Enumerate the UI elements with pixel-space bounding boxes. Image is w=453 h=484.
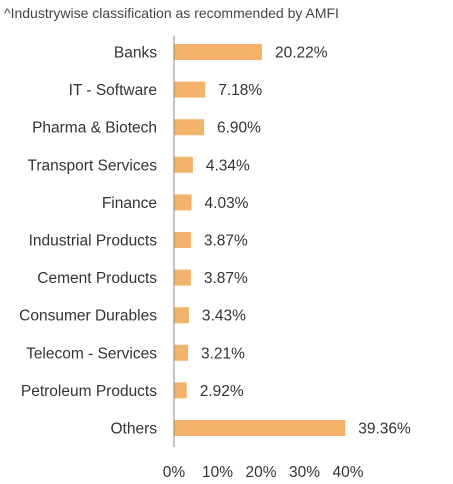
- x-tick-label: 10%: [202, 464, 233, 481]
- category-label: Telecom - Services: [26, 345, 157, 362]
- data-label: 4.34%: [206, 157, 250, 174]
- data-label: 3.21%: [201, 345, 245, 362]
- bar: [174, 232, 191, 248]
- category-label: Industrial Products: [29, 233, 158, 250]
- x-tick-label: 40%: [332, 464, 363, 481]
- bar: [174, 420, 346, 436]
- category-label: Pharma & Biotech: [32, 120, 157, 137]
- bar: [174, 119, 205, 136]
- x-tick-label: 0%: [163, 464, 186, 481]
- bar: [174, 307, 189, 324]
- category-label: Cement Products: [37, 270, 157, 287]
- category-label: Others: [110, 421, 157, 438]
- bar: [174, 382, 187, 399]
- category-label: IT - Software: [69, 82, 157, 99]
- bar: [174, 81, 206, 98]
- bar: [174, 194, 192, 211]
- data-label: 2.92%: [200, 383, 244, 400]
- bar: [174, 156, 193, 173]
- x-tick-label: 30%: [289, 464, 320, 481]
- x-tick-label: 20%: [245, 464, 276, 481]
- chart-footnote: ^Industrywise classification as recommen…: [4, 5, 339, 21]
- data-label: 4.03%: [205, 195, 249, 212]
- category-label: Banks: [114, 45, 157, 62]
- bar: [174, 344, 188, 361]
- bar: [174, 269, 191, 286]
- data-label: 3.43%: [202, 308, 246, 325]
- data-label: 39.36%: [358, 421, 411, 438]
- data-label: 7.18%: [218, 82, 262, 99]
- data-label: 3.87%: [204, 233, 248, 250]
- data-label: 6.90%: [217, 120, 261, 137]
- category-label: Consumer Durables: [19, 308, 157, 325]
- category-label: Finance: [102, 195, 157, 212]
- category-label: Petroleum Products: [21, 383, 157, 400]
- data-label: 3.87%: [204, 270, 248, 287]
- category-label: Transport Services: [28, 157, 158, 174]
- data-label: 20.22%: [275, 45, 328, 62]
- bar: [174, 44, 262, 60]
